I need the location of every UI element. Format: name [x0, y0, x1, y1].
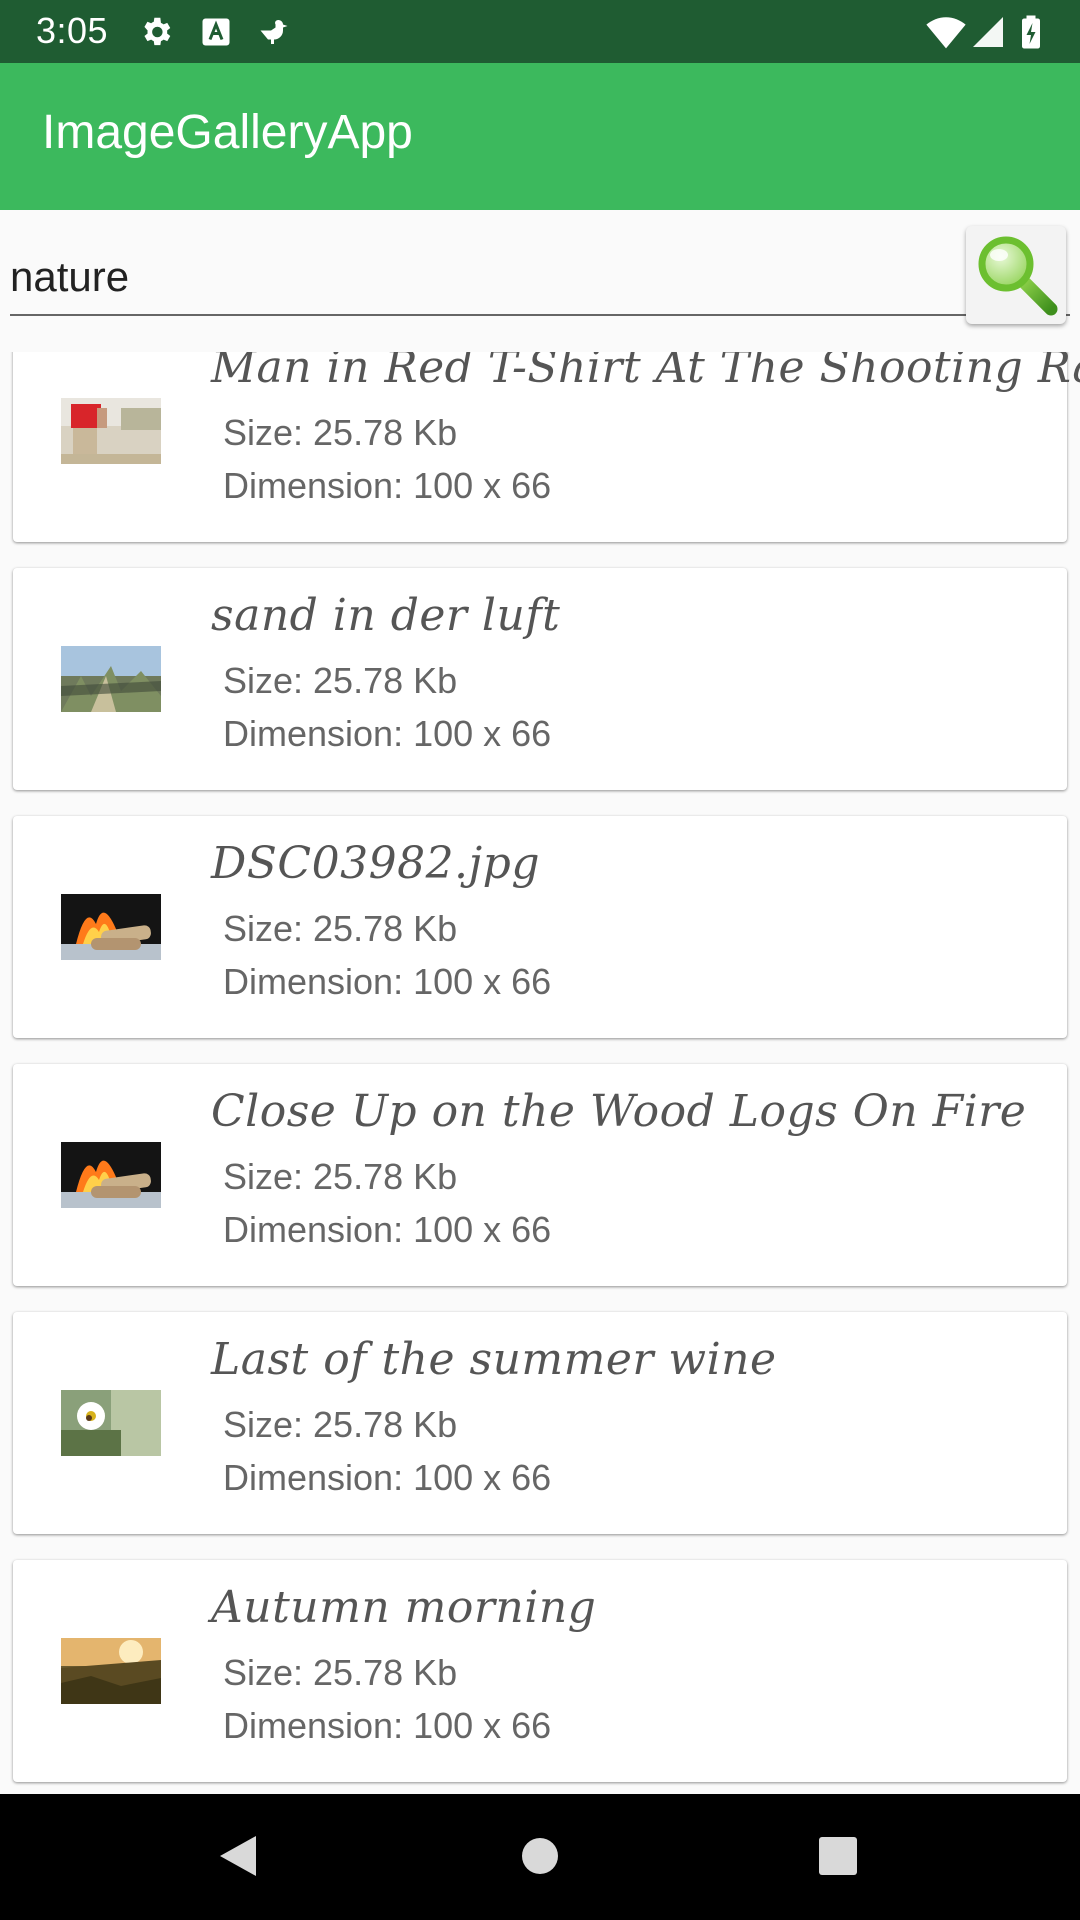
status-time: 3:05 [36, 10, 109, 51]
recents-button[interactable] [808, 1827, 868, 1887]
search-button[interactable] [966, 226, 1066, 324]
battery-icon [1016, 14, 1052, 50]
list-item[interactable]: DSC03982.jpg Size: 25.78 Kb Dimension: 1… [13, 816, 1067, 1038]
thumbnail-image [61, 646, 161, 712]
item-size: Size: 25.78 Kb [223, 660, 458, 701]
list-item[interactable]: Man in Red T-Shirt At The Shooting Range… [13, 352, 1080, 542]
back-icon [216, 1832, 260, 1883]
text-a-icon [198, 14, 234, 50]
item-size: Size: 25.78 Kb [223, 412, 458, 453]
magnifier-icon [971, 229, 1061, 322]
navigation-bar [0, 1794, 1080, 1920]
item-dimension: Dimension: 100 x 66 [223, 1457, 552, 1498]
item-size: Size: 25.78 Kb [223, 1156, 458, 1197]
item-size: Size: 25.78 Kb [223, 1404, 458, 1445]
home-icon [520, 1836, 560, 1879]
item-title: Close Up on the Wood Logs On Fire [211, 1086, 1027, 1137]
item-dimension: Dimension: 100 x 66 [223, 961, 552, 1002]
app-bar: ImageGalleryApp [0, 63, 1080, 210]
search-area [0, 210, 1080, 352]
bird-icon [256, 14, 292, 50]
item-title: Autumn morning [211, 1582, 597, 1633]
item-size: Size: 25.78 Kb [223, 908, 458, 949]
item-dimension: Dimension: 100 x 66 [223, 465, 552, 506]
signal-icon [970, 14, 1006, 50]
wifi-icon [926, 14, 966, 50]
app-title: ImageGalleryApp [42, 106, 413, 159]
item-title: Man in Red T-Shirt At The Shooting Range [211, 352, 1080, 393]
item-dimension: Dimension: 100 x 66 [223, 1209, 552, 1250]
thumbnail-image [61, 398, 161, 464]
home-button[interactable] [510, 1827, 570, 1887]
thumbnail-image [61, 1638, 161, 1704]
list-item[interactable]: Close Up on the Wood Logs On Fire Size: … [13, 1064, 1067, 1286]
list-item[interactable]: Autumn morning Size: 25.78 Kb Dimension:… [13, 1560, 1067, 1782]
image-list[interactable]: Man in Red T-Shirt At The Shooting Range… [0, 352, 1080, 1794]
list-item[interactable]: sand in der luft Size: 25.78 Kb Dimensio… [13, 568, 1067, 790]
search-input[interactable] [10, 240, 1070, 316]
item-title: sand in der luft [211, 590, 561, 641]
item-title: DSC03982.jpg [211, 838, 541, 889]
item-dimension: Dimension: 100 x 66 [223, 1705, 552, 1746]
list-item[interactable]: Last of the summer wine Size: 25.78 Kb D… [13, 1312, 1067, 1534]
back-button[interactable] [208, 1827, 268, 1887]
item-title: Last of the summer wine [211, 1334, 777, 1385]
thumbnail-image [61, 1390, 161, 1456]
recents-icon [818, 1836, 858, 1879]
item-size: Size: 25.78 Kb [223, 1652, 458, 1693]
thumbnail-image [61, 894, 161, 960]
thumbnail-image [61, 1142, 161, 1208]
gear-icon [138, 14, 174, 50]
status-bar: 3:05 [0, 0, 1080, 63]
item-dimension: Dimension: 100 x 66 [223, 713, 552, 754]
